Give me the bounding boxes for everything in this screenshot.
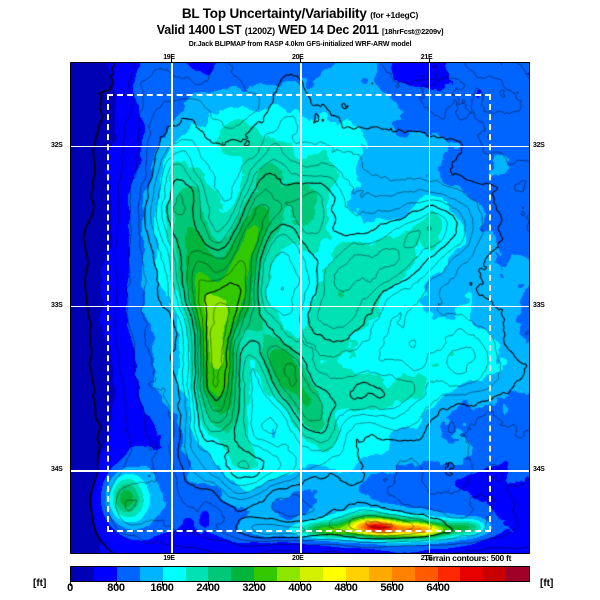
colorbar-tick-4: [254, 582, 255, 586]
colorbar-tick-6: [346, 582, 347, 586]
lon-tick-top-19E: [171, 58, 173, 63]
colorbar-tick-5: [300, 582, 301, 586]
colorbar-swatch-8: [254, 567, 278, 581]
colorbar-label-1600: 1600: [150, 582, 174, 594]
lat-label-right-32S: 32S: [533, 141, 545, 149]
valid-date: WED 14 Dec 2011: [278, 23, 379, 37]
colorbar-swatch-15: [414, 567, 438, 581]
colorbar-swatch-18: [483, 567, 507, 581]
colorbar-swatch-16: [437, 567, 461, 581]
valid-time-utc: (1200Z): [244, 26, 275, 36]
forecast-map[interactable]: [70, 62, 530, 554]
colorbar-swatch-4: [162, 567, 186, 581]
colorbar-tick-2: [162, 582, 163, 586]
colorbar-label-6400: 6400: [426, 582, 450, 594]
lon-tick-top-21E: [428, 58, 430, 63]
colorbar-swatch-11: [322, 567, 346, 581]
colorbar-label-3200: 3200: [242, 582, 266, 594]
lon-label-top-20E: 20E: [292, 54, 304, 61]
colorbar-tick-3: [208, 582, 209, 586]
lon-label-bottom-21E: 21E: [420, 555, 433, 562]
colorbar-label-4800: 4800: [334, 582, 358, 594]
colorbar-tick-8: [438, 582, 439, 586]
valid-time-local: Valid 1400 LST: [156, 23, 242, 37]
lat-label-left-32S: 32S: [51, 141, 63, 149]
colorbar-swatch-6: [208, 567, 232, 581]
forecast-run-tag: [18hrFcst@2209v]: [382, 27, 444, 36]
colorbar-swatch-5: [185, 567, 209, 581]
colorbar-label-800: 800: [107, 582, 125, 594]
lat-label-left-34S: 34S: [51, 466, 63, 474]
lon-label-top-21E: 21E: [420, 54, 433, 61]
colorbar-unit-left: [ft]: [33, 578, 47, 589]
lat-label-right-33S: 33S: [533, 301, 545, 309]
colorbar-unit-right: [ft]: [540, 578, 554, 589]
colorbar-tick-0: [70, 582, 71, 586]
page-title: BL Top Uncertainty/Variability (for +1de…: [0, 6, 600, 23]
colorbar: [70, 566, 530, 586]
colorbar-label-0: 0: [67, 582, 73, 594]
lon-label-top-19E: 19E: [163, 54, 175, 61]
colorbar-swatch-14: [391, 567, 415, 581]
colorbar-swatch-10: [300, 567, 323, 581]
colorbar-swatch-2: [116, 567, 140, 581]
valid-time-line: Valid 1400 LST (1200Z) WED 14 Dec 2011 […: [0, 23, 600, 39]
colorbar-swatch-19: [506, 567, 530, 581]
model-attribution: Dr.Jack BLIPMAP from RASP 4.0km GFS-init…: [188, 41, 412, 48]
colorbar-label-5600: 5600: [380, 582, 404, 594]
map-raster-field: [70, 62, 530, 554]
terrain-contour-note: Terrain contours: 500 ft: [424, 553, 512, 563]
lon-tick-top-20E: [300, 58, 301, 63]
lat-label-left-33S: 33S: [51, 301, 63, 309]
title-qualifier-text: (for +1degC): [370, 10, 419, 20]
lon-label-bottom-19E: 19E: [163, 555, 175, 562]
title-block: BL Top Uncertainty/Variability (for +1de…: [0, 6, 600, 50]
title-main-text: BL Top Uncertainty/Variability: [181, 6, 367, 21]
colorbar-swatch-3: [139, 567, 163, 581]
colorbar-swatch-7: [231, 567, 255, 581]
colorbar-label-2400: 2400: [196, 582, 220, 594]
colorbar-swatch-13: [368, 567, 392, 581]
colorbar-label-4000: 4000: [288, 582, 312, 594]
lat-label-right-34S: 34S: [533, 466, 545, 474]
colorbar-swatch-17: [460, 567, 484, 581]
colorbar-tick-1: [116, 582, 117, 586]
colorbar-swatch-1: [93, 567, 117, 581]
colorbar-swatch-9: [277, 567, 301, 581]
lon-label-bottom-20E: 20E: [292, 555, 304, 562]
colorbar-swatches: [70, 566, 530, 582]
colorbar-swatch-0: [71, 567, 94, 581]
colorbar-swatch-12: [345, 567, 369, 581]
colorbar-tick-7: [392, 582, 393, 586]
